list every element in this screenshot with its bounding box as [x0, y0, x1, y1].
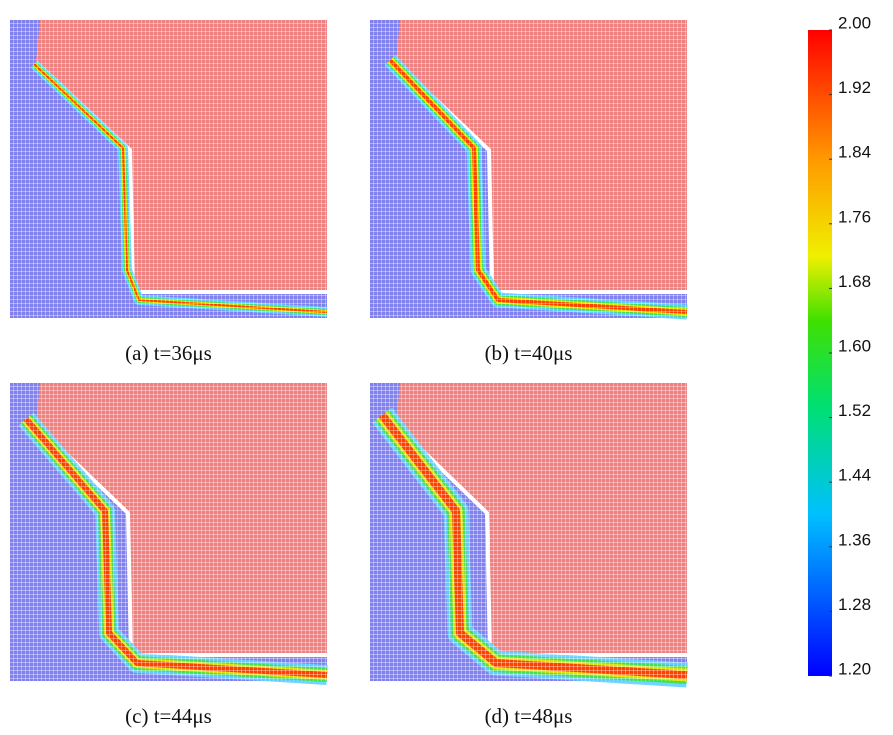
colorbar-tick-label: 1.44: [838, 466, 871, 485]
colorbar-tick-label: 1.84: [838, 143, 871, 162]
mesh: [370, 20, 687, 318]
mesh: [10, 383, 327, 681]
simulation-panel: [370, 20, 687, 318]
simulation-panel: [10, 20, 327, 318]
mesh: [370, 383, 687, 681]
colorbar-tick-label: 1.60: [838, 336, 871, 355]
simulation-panel: [370, 383, 687, 681]
panel-caption: (c) t=44μs: [125, 704, 212, 728]
colorbar-tick-label: 1.28: [838, 595, 871, 614]
colorbar-tick-label: 1.52: [838, 401, 871, 420]
colorbar: [808, 30, 832, 676]
panel-caption: (b) t=40μs: [485, 341, 573, 365]
simulation-panel: [10, 383, 327, 681]
figure: (a) t=36μs (b) t=40μs (c) t=44μs (d) t=48μs…: [0, 0, 893, 735]
colorbar-tick-label: 1.20: [838, 659, 871, 678]
colorbar-tick-label: 1.36: [838, 530, 871, 549]
mesh: [10, 20, 327, 318]
panel-caption: (a) t=36μs: [125, 341, 212, 365]
figure-canvas: (a) t=36μs (b) t=40μs (c) t=44μs (d) t=48μs…: [0, 0, 893, 735]
colorbar-tick-label: 1.76: [838, 207, 871, 226]
colorbar-tick-label: 1.68: [838, 272, 871, 291]
panel-caption: (d) t=48μs: [485, 704, 573, 728]
colorbar-tick-label: 2.00: [838, 13, 871, 32]
colorbar-tick-label: 1.92: [838, 78, 871, 97]
